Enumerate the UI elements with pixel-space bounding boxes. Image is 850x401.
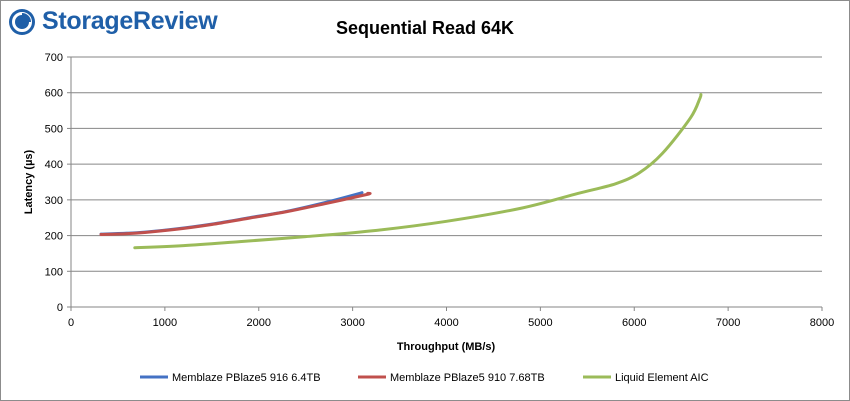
x-tick-label: 6000	[622, 317, 646, 329]
x-tick-label: 1000	[153, 317, 177, 329]
y-tick-label: 700	[45, 52, 63, 64]
series-lines	[99, 93, 703, 250]
brand-name: StorageReview	[42, 7, 218, 35]
y-axis-ticks: 0 100 200 300 400 500 600 700	[45, 52, 71, 314]
x-tick-label: 0	[68, 317, 74, 329]
series-line-2	[99, 191, 372, 236]
x-tick-label: 3000	[340, 317, 364, 329]
x-tick-label: 8000	[810, 317, 834, 329]
gridlines	[71, 56, 822, 272]
series-line-3	[133, 93, 703, 250]
x-axis-label: Throughput (MB/s)	[397, 341, 496, 353]
x-tick-label: 5000	[528, 317, 552, 329]
legend-label: Memblaze PBlaze5 916 6.4TB	[172, 372, 321, 384]
storagereview-logo-icon	[9, 8, 35, 35]
x-tick-label: 2000	[247, 317, 271, 329]
y-tick-label: 300	[45, 195, 63, 207]
storagereview-logo: StorageReview	[8, 7, 218, 36]
y-tick-label: 200	[45, 231, 63, 243]
series-line-1	[99, 191, 364, 236]
legend-label: Memblaze PBlaze5 910 7.68TB	[390, 372, 545, 384]
y-tick-label: 100	[45, 266, 63, 278]
legend-label: Liquid Element AIC	[615, 372, 709, 384]
x-axis-ticks: 0 1000 2000 3000 4000 5000 6000 7000 8000	[68, 307, 834, 329]
legend: Memblaze PBlaze5 916 6.4TB Memblaze PBlaz…	[140, 372, 709, 384]
x-tick-label: 4000	[434, 317, 458, 329]
y-tick-label: 400	[45, 159, 63, 171]
y-tick-label: 500	[45, 123, 63, 135]
x-tick-label: 7000	[716, 317, 740, 329]
y-tick-label: 0	[57, 302, 63, 314]
chart-title: Sequential Read 64K	[336, 18, 514, 38]
y-axis-label: Latency (µs)	[23, 149, 35, 214]
y-tick-label: 600	[45, 88, 63, 100]
